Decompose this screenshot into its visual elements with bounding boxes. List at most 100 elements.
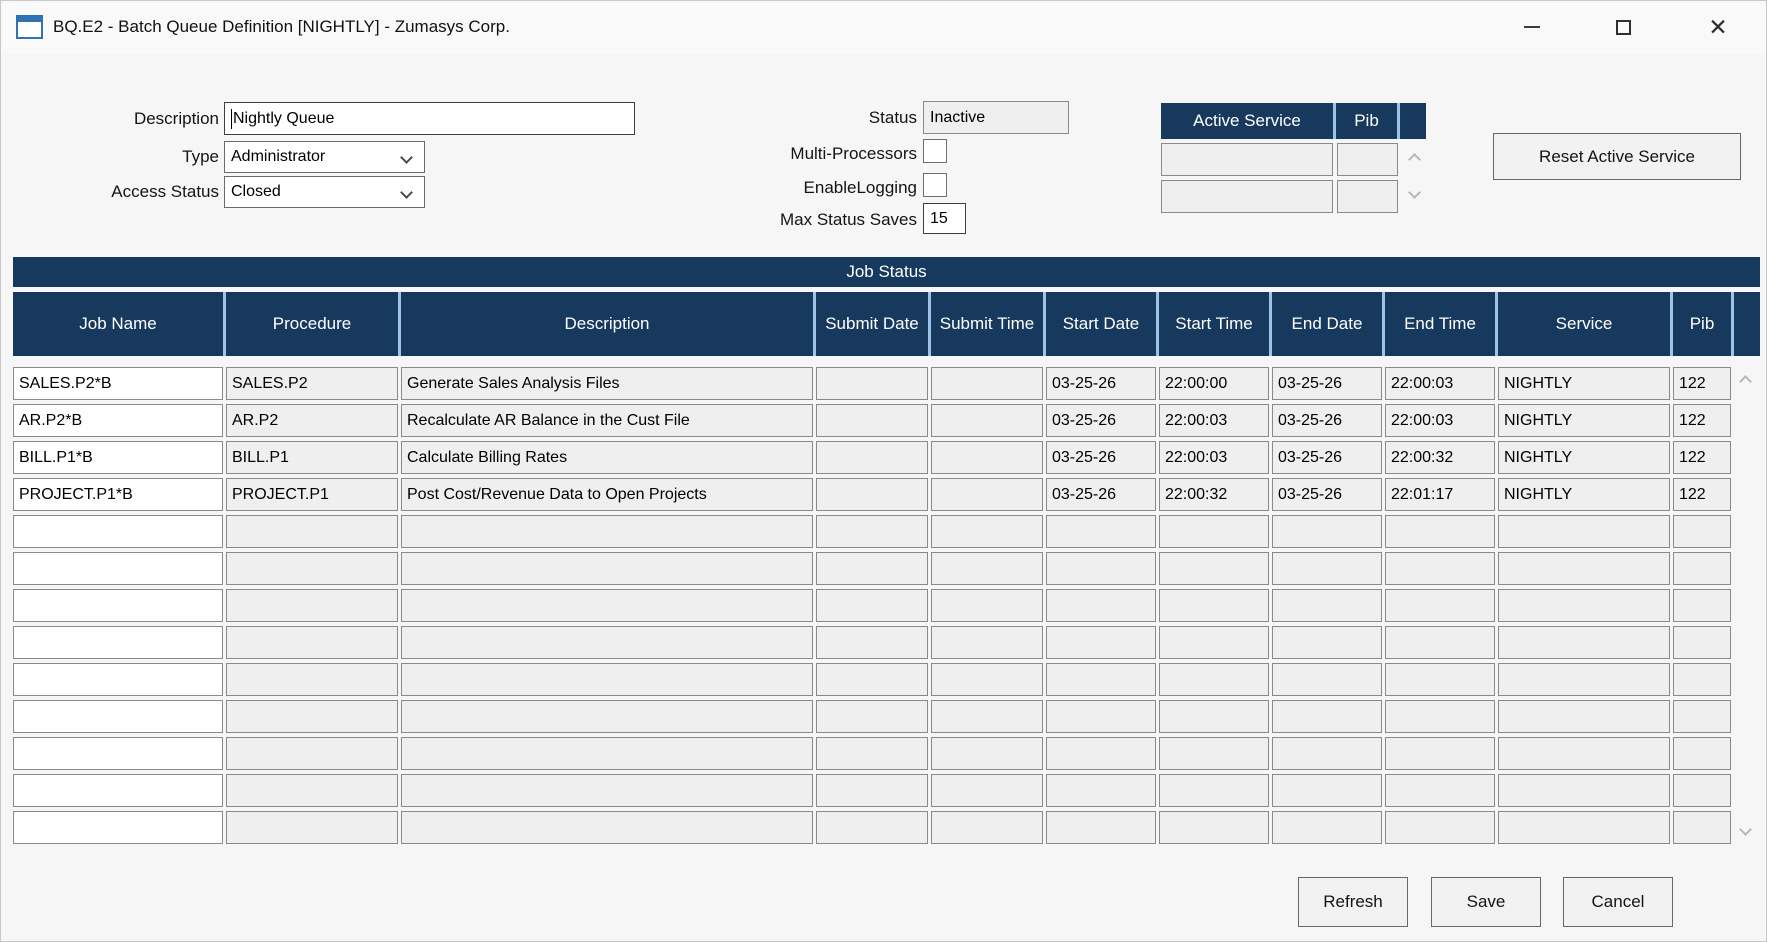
cell [816, 515, 928, 548]
col-header-start-time: Start Time [1159, 292, 1269, 356]
table-row [13, 700, 1731, 733]
job-name-cell[interactable] [13, 515, 223, 548]
cell: 122 [1673, 441, 1731, 474]
cell: Recalculate AR Balance in the Cust File [401, 404, 813, 437]
chevron-down-icon [400, 186, 413, 199]
active-service-scroll-header [1400, 103, 1426, 139]
cell: NIGHTLY [1498, 478, 1670, 511]
cell [226, 515, 398, 548]
job-name-cell[interactable] [13, 552, 223, 585]
cell [1159, 552, 1269, 585]
cell [931, 441, 1043, 474]
cell [1046, 774, 1156, 807]
table-row [13, 515, 1731, 548]
close-button[interactable]: ✕ [1697, 7, 1739, 47]
active-service-scrollbar[interactable] [1401, 143, 1427, 209]
cell [1498, 589, 1670, 622]
col-header-job-name: Job Name [13, 292, 223, 356]
scroll-down-icon[interactable] [1739, 823, 1752, 836]
scroll-down-icon[interactable] [1407, 186, 1421, 199]
max-status-saves-input[interactable]: 15 [923, 203, 966, 234]
cell [1161, 180, 1333, 213]
description-label: Description [133, 109, 219, 128]
cell [226, 700, 398, 733]
cell [1159, 626, 1269, 659]
reset-active-service-label: Reset Active Service [1539, 146, 1695, 166]
cell: 03-25-26 [1046, 367, 1156, 400]
col-header-submit-time: Submit Time [931, 292, 1043, 356]
access-status-select[interactable]: Closed [224, 176, 425, 208]
cell: NIGHTLY [1498, 441, 1670, 474]
type-value: Administrator [231, 148, 326, 165]
job-name-cell[interactable] [13, 737, 223, 770]
job-name-cell[interactable] [13, 774, 223, 807]
reset-active-service-button[interactable]: Reset Active Service [1493, 133, 1741, 180]
cell [401, 700, 813, 733]
cell [401, 552, 813, 585]
title-bar: BQ.E2 - Batch Queue Definition [NIGHTLY]… [1, 1, 1766, 53]
cell [1272, 700, 1382, 733]
table-row: PROJECT.P1*B PROJECT.P1 Post Cost/Revenue … [13, 478, 1731, 511]
job-name-cell[interactable] [13, 700, 223, 733]
col-header-pib: Pib [1336, 103, 1397, 139]
job-name-cell[interactable] [13, 589, 223, 622]
job-name-cell[interactable] [13, 811, 223, 844]
cell [1673, 774, 1731, 807]
cell: 03-25-26 [1272, 478, 1382, 511]
enable-logging-checkbox[interactable] [923, 173, 947, 197]
cell [1159, 663, 1269, 696]
maximize-button[interactable] [1602, 7, 1644, 47]
refresh-button[interactable]: Refresh [1298, 877, 1408, 927]
col-header-pib: Pib [1673, 292, 1731, 356]
job-status-column-headers: Job Name Procedure Description Submit Date S… [13, 292, 1760, 356]
cell [816, 478, 928, 511]
table-row [13, 626, 1731, 659]
cell [1046, 811, 1156, 844]
job-name-cell[interactable]: BILL.P1*B [13, 441, 223, 474]
cell [1272, 626, 1382, 659]
multi-processors-checkbox[interactable] [923, 139, 947, 163]
cell [1272, 552, 1382, 585]
job-name-cell[interactable] [13, 663, 223, 696]
max-status-saves-label: Max Status Saves [779, 210, 917, 229]
table-row [13, 552, 1731, 585]
col-header-start-date: Start Date [1046, 292, 1156, 356]
cell [226, 774, 398, 807]
cancel-button[interactable]: Cancel [1563, 877, 1673, 927]
cell [1272, 515, 1382, 548]
table-row [13, 811, 1731, 844]
col-header-service: Service [1498, 292, 1670, 356]
cell [816, 367, 928, 400]
description-input[interactable]: Nightly Queue [224, 102, 635, 135]
save-button[interactable]: Save [1431, 877, 1541, 927]
col-header-end-date: End Date [1272, 292, 1382, 356]
table-row [13, 589, 1731, 622]
job-name-cell[interactable] [13, 626, 223, 659]
cell [1385, 552, 1495, 585]
cell [1337, 180, 1398, 213]
scroll-up-icon[interactable] [1739, 375, 1752, 388]
cell: PROJECT.P1 [226, 478, 398, 511]
cell [1385, 737, 1495, 770]
job-name-cell[interactable]: AR.P2*B [13, 404, 223, 437]
cell [1046, 552, 1156, 585]
table-row: SALES.P2*B SALES.P2 Generate Sales Analysi… [13, 367, 1731, 400]
job-status-rows: SALES.P2*B SALES.P2 Generate Sales Analysi… [13, 367, 1731, 848]
cell [1337, 143, 1398, 176]
cell: Generate Sales Analysis Files [401, 367, 813, 400]
job-name-cell[interactable]: PROJECT.P1*B [13, 478, 223, 511]
scroll-up-icon[interactable] [1407, 153, 1421, 166]
cell: BILL.P1 [226, 441, 398, 474]
minimize-button[interactable] [1511, 7, 1553, 47]
cell [1673, 737, 1731, 770]
cell [1046, 515, 1156, 548]
cell [401, 663, 813, 696]
job-status-scrollbar[interactable] [1734, 367, 1760, 844]
type-select[interactable]: Administrator [224, 141, 425, 173]
table-row [13, 737, 1731, 770]
cell: 03-25-26 [1272, 367, 1382, 400]
job-name-cell[interactable]: SALES.P2*B [13, 367, 223, 400]
cell [226, 626, 398, 659]
cell [931, 811, 1043, 844]
cell [1673, 589, 1731, 622]
